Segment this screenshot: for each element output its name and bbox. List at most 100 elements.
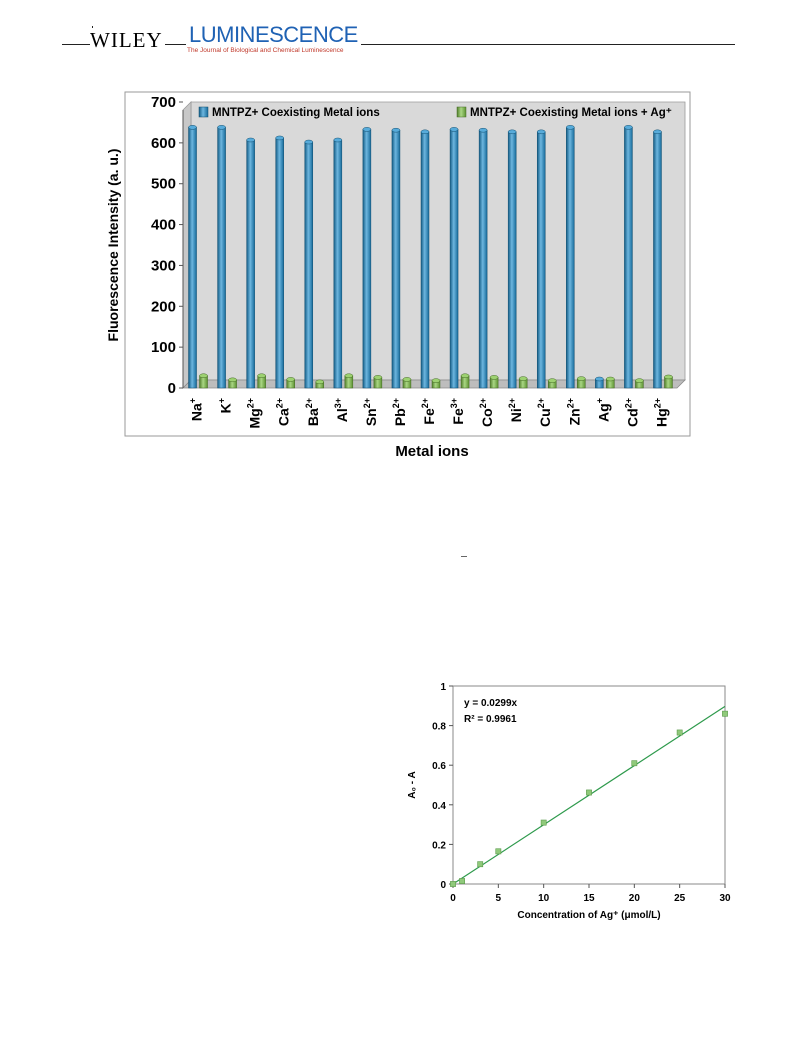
legend-entry: MNTPZ+ Coexisting Metal ions + Ag⁺ — [456, 106, 672, 119]
x-tick-charge: 3+ — [333, 398, 343, 408]
x-axis-label: Concentration of Ag⁺ (μmol/L) — [517, 910, 660, 921]
data-point — [450, 881, 456, 887]
bar-top — [333, 137, 343, 143]
bar-without-ag — [188, 125, 197, 389]
data-point — [586, 789, 592, 796]
bar-with-ag — [315, 379, 325, 389]
bar-with-ag — [518, 376, 528, 389]
bar-without-ag — [624, 125, 633, 389]
bar-top — [566, 125, 575, 130]
bar-top — [460, 373, 470, 378]
x-tick-charge: 3+ — [449, 398, 459, 408]
x-tick-element: Fe — [421, 408, 437, 425]
bar-top — [286, 377, 295, 382]
x-tick-label: Cd2+ — [623, 398, 640, 427]
bar-chart-svg: 0 100 200 300 400 500 600 700 Fluorescence Inten… — [105, 91, 691, 460]
bar-top — [664, 374, 673, 380]
bar-body — [333, 139, 343, 389]
x-tick-label: Co2+ — [478, 398, 495, 427]
y-tick-label: 100 — [151, 339, 176, 356]
fit-equation: y = 0.0299x — [464, 698, 518, 709]
bar-body — [275, 137, 284, 389]
bar-without-ag — [536, 129, 546, 389]
bar-body — [217, 127, 226, 389]
bar-top — [449, 127, 459, 132]
bar-body — [391, 129, 401, 389]
bar-top — [391, 127, 401, 133]
x-tick-charge: 2+ — [246, 398, 256, 408]
y-tick-label: 0.4 — [432, 801, 446, 812]
data-point — [631, 760, 638, 767]
data-point — [722, 710, 728, 717]
x-tick-charge: 2+ — [420, 398, 430, 408]
bar-without-ag — [391, 127, 401, 389]
x-tick-charge: 2+ — [478, 398, 488, 408]
journal-title: LUMINESCENCE — [186, 22, 361, 48]
x-tick-charge: + — [188, 398, 198, 403]
bar-without-ag — [653, 129, 662, 389]
bar-with-ag — [286, 377, 295, 389]
x-tick-label: Fe2+ — [420, 398, 437, 425]
x-tick-label: Hg2+ — [652, 398, 669, 427]
bar-top — [402, 377, 412, 382]
data-point — [676, 729, 683, 736]
bar-top — [373, 375, 383, 380]
bar-body — [507, 131, 517, 389]
bar-top — [606, 376, 615, 382]
bar-with-ag — [344, 373, 354, 389]
legend-swatch — [456, 106, 467, 118]
legend-label: MNTPZ+ Coexisting Metal ions + Ag⁺ — [470, 107, 672, 119]
x-axis-label: Metal ions — [395, 443, 468, 460]
x-tick-label: Fe3+ — [449, 398, 466, 425]
bar-top — [199, 373, 208, 378]
bar-with-ag — [257, 373, 266, 389]
bar-top — [489, 375, 499, 380]
publisher-logo: WILEY — [90, 28, 165, 53]
x-tick-element: Zn — [566, 408, 582, 425]
bar-top — [577, 376, 586, 381]
x-tick-label: Al3+ — [333, 398, 350, 422]
x-tick-label: Pb2+ — [391, 398, 408, 426]
bar-top — [304, 139, 314, 145]
x-tick-element: Cd — [624, 408, 640, 427]
bar-top — [246, 137, 255, 143]
bar-with-ag — [373, 375, 383, 389]
legend-label: MNTPZ+ Coexisting Metal ions — [212, 107, 380, 119]
y-tick-label: 600 — [151, 135, 176, 152]
x-tick-label: Cu2+ — [536, 398, 553, 427]
y-tick-label: 0.6 — [432, 761, 446, 772]
x-tick-label: 5 — [496, 893, 502, 904]
x-tick-label: Ni2+ — [507, 398, 524, 422]
x-tick-charge: 2+ — [275, 398, 285, 408]
y-tick-label: 500 — [151, 176, 176, 193]
legend-entry: MNTPZ+ Coexisting Metal ions — [198, 106, 380, 119]
bar-with-ag — [635, 378, 644, 389]
bar-body — [449, 129, 459, 389]
bar-top — [344, 373, 354, 378]
x-tick-element: Cu — [537, 408, 553, 427]
x-tick-charge: 2+ — [362, 398, 372, 408]
x-tick-label: Zn2+ — [565, 398, 582, 425]
header-rule — [62, 44, 735, 45]
y-axis-label: A₀ - A — [407, 771, 418, 798]
y-tick-label: 0.2 — [432, 840, 446, 851]
data-point — [540, 819, 547, 826]
y-axis-label: Fluorescence Intensity (a. u.) — [105, 149, 121, 342]
bar-body — [304, 141, 314, 389]
bar-top — [217, 125, 226, 130]
y-tick-label: 700 — [151, 94, 176, 111]
bar-with-ag — [577, 376, 586, 389]
x-tick-label: Ag+ — [594, 398, 611, 422]
bar-without-ag — [595, 376, 604, 389]
journal-subtitle: The Journal of Biological and Chemical L… — [187, 47, 344, 54]
bar-top — [420, 129, 430, 135]
bar-top — [547, 378, 557, 383]
x-tick-label: 15 — [583, 893, 595, 904]
x-tick-label: 20 — [629, 893, 641, 904]
x-tick-charge: 2+ — [507, 398, 517, 408]
bar-without-ag — [217, 125, 226, 389]
x-tick-charge: 2+ — [304, 398, 314, 408]
data-point — [459, 878, 465, 884]
bar-without-ag — [304, 139, 314, 389]
x-tick-charge: 2+ — [391, 398, 401, 408]
